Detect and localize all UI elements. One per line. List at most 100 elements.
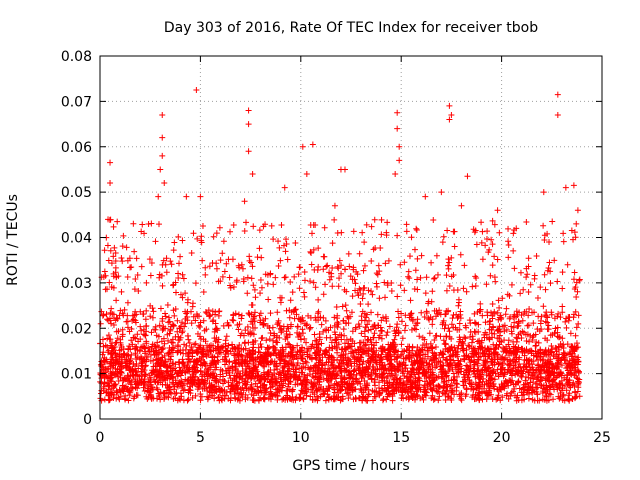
data-point bbox=[286, 378, 293, 385]
data-point bbox=[111, 381, 118, 388]
data-point bbox=[299, 381, 306, 388]
data-point bbox=[139, 221, 146, 228]
data-point bbox=[356, 370, 363, 377]
data-point bbox=[100, 273, 107, 280]
data-point bbox=[281, 274, 288, 281]
data-point bbox=[200, 288, 207, 295]
data-point bbox=[546, 390, 553, 397]
data-point bbox=[328, 353, 335, 360]
data-point bbox=[422, 193, 429, 200]
data-point bbox=[210, 342, 217, 349]
data-point bbox=[445, 265, 452, 272]
data-point bbox=[299, 143, 306, 150]
data-point bbox=[477, 345, 484, 352]
data-point bbox=[138, 362, 145, 369]
data-point bbox=[448, 254, 455, 261]
data-point bbox=[385, 347, 392, 354]
data-point bbox=[307, 324, 314, 331]
data-point bbox=[301, 349, 308, 356]
data-point bbox=[201, 385, 208, 392]
data-point bbox=[326, 276, 333, 283]
data-point bbox=[252, 349, 259, 356]
data-point bbox=[125, 397, 132, 404]
data-point bbox=[570, 276, 577, 283]
data-point bbox=[127, 357, 134, 364]
data-point bbox=[185, 336, 192, 343]
data-point bbox=[249, 170, 256, 177]
data-point bbox=[368, 375, 375, 382]
data-point bbox=[303, 170, 310, 177]
data-point bbox=[351, 356, 358, 363]
data-point bbox=[268, 379, 275, 386]
data-point bbox=[335, 265, 342, 272]
data-point bbox=[133, 369, 140, 376]
data-point bbox=[267, 270, 274, 277]
data-point bbox=[138, 377, 145, 384]
data-point bbox=[98, 380, 105, 387]
data-point bbox=[567, 384, 574, 391]
data-point bbox=[369, 354, 376, 361]
y-axis-label: ROTI / TECUs bbox=[5, 194, 21, 286]
data-point bbox=[226, 274, 233, 281]
data-point bbox=[429, 321, 436, 328]
data-point bbox=[226, 372, 233, 379]
data-point bbox=[401, 327, 408, 334]
data-point bbox=[197, 319, 204, 326]
data-point bbox=[482, 242, 489, 249]
data-point bbox=[321, 224, 328, 231]
data-point bbox=[202, 308, 209, 315]
data-point bbox=[290, 373, 297, 380]
data-point bbox=[361, 328, 368, 335]
data-point bbox=[443, 356, 450, 363]
data-point bbox=[475, 321, 482, 328]
data-point bbox=[248, 385, 255, 392]
data-point bbox=[165, 350, 172, 357]
data-point bbox=[300, 395, 307, 402]
data-point bbox=[211, 358, 218, 365]
data-point bbox=[568, 371, 575, 378]
data-point bbox=[227, 284, 234, 291]
data-point bbox=[270, 350, 277, 357]
data-point bbox=[403, 228, 410, 235]
data-point bbox=[358, 387, 365, 394]
data-point bbox=[217, 257, 224, 264]
data-point bbox=[574, 288, 581, 295]
data-point bbox=[206, 347, 213, 354]
data-point bbox=[158, 358, 165, 365]
data-point bbox=[288, 359, 295, 366]
data-point bbox=[99, 312, 106, 319]
data-point bbox=[409, 384, 416, 391]
data-point bbox=[518, 367, 525, 374]
data-point bbox=[329, 264, 336, 271]
data-point bbox=[379, 343, 386, 350]
x-axis-label: GPS time / hours bbox=[292, 458, 409, 474]
data-point bbox=[462, 322, 469, 329]
data-point bbox=[355, 351, 362, 358]
data-point bbox=[469, 333, 476, 340]
data-point bbox=[486, 372, 493, 379]
data-point bbox=[365, 347, 372, 354]
data-point bbox=[396, 157, 403, 164]
data-point bbox=[518, 335, 525, 342]
data-point bbox=[547, 383, 554, 390]
data-point bbox=[559, 269, 566, 276]
data-point bbox=[257, 341, 264, 348]
data-point bbox=[399, 318, 406, 325]
data-point bbox=[440, 337, 447, 344]
data-point bbox=[510, 348, 517, 355]
data-point bbox=[332, 395, 339, 402]
data-point bbox=[365, 287, 372, 294]
data-point bbox=[562, 318, 569, 325]
data-point bbox=[217, 387, 224, 394]
data-point bbox=[108, 305, 115, 312]
data-point bbox=[126, 255, 133, 262]
data-point bbox=[469, 350, 476, 357]
data-point bbox=[460, 285, 467, 292]
data-point bbox=[268, 222, 275, 229]
data-point bbox=[182, 308, 189, 315]
data-point bbox=[525, 312, 532, 319]
data-point bbox=[148, 259, 155, 266]
data-point bbox=[108, 340, 115, 347]
data-point bbox=[461, 334, 468, 341]
data-point bbox=[426, 330, 433, 337]
